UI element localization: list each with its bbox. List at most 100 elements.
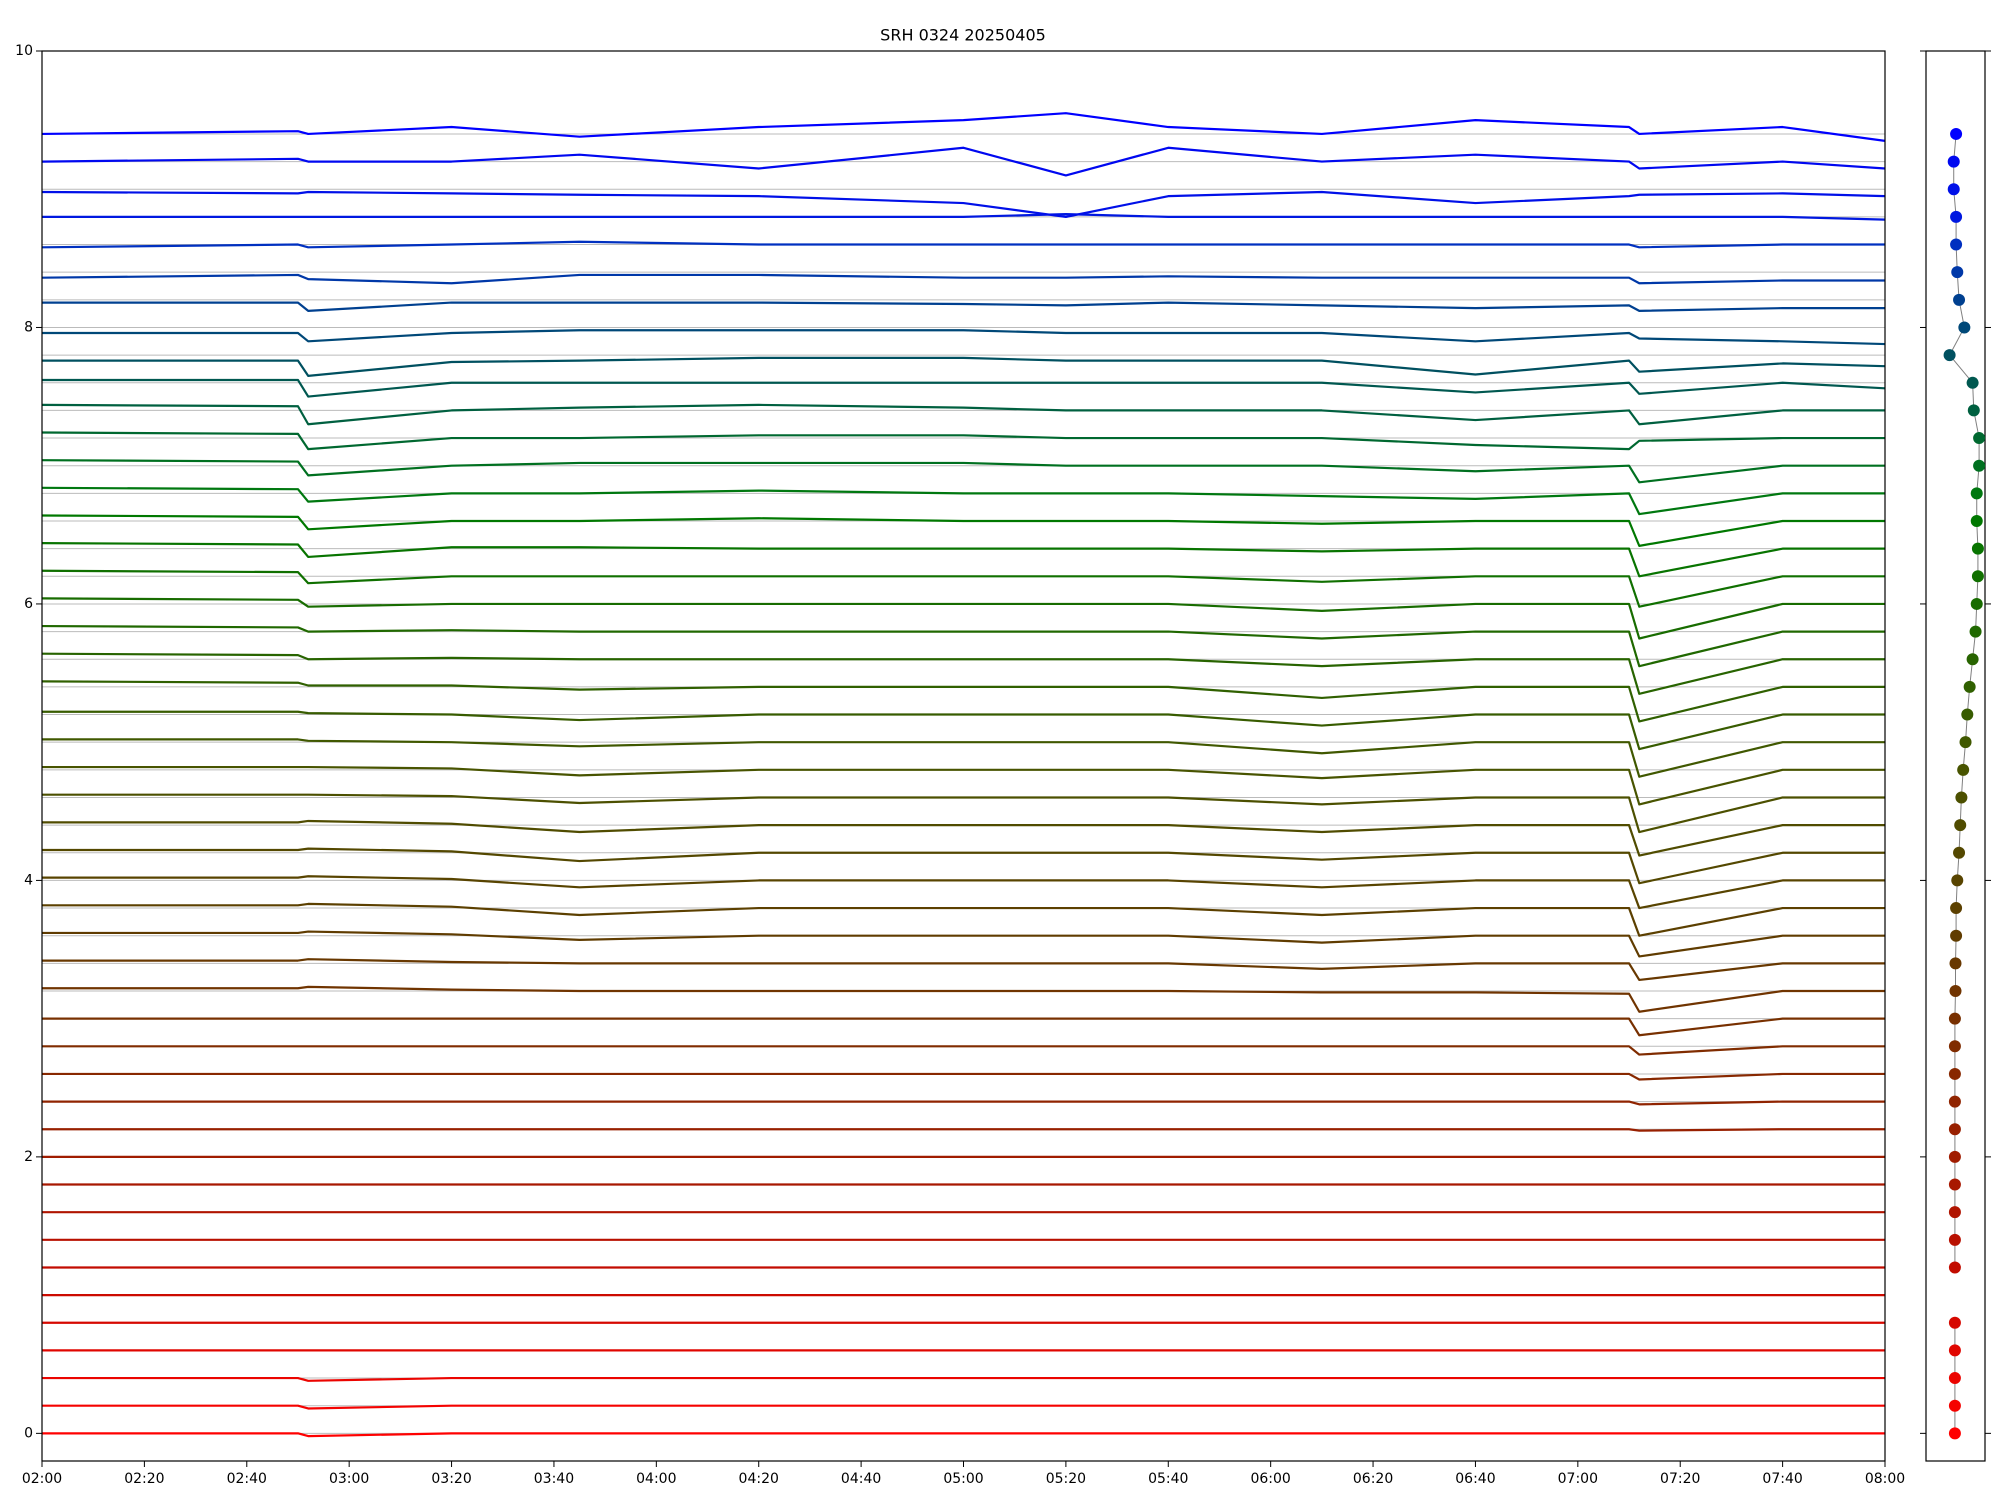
dot (1951, 266, 1964, 279)
x-tick-label: 03:00 (329, 1471, 369, 1487)
trace (41, 542, 1885, 578)
trace (42, 213, 1886, 221)
y-tick-label: 2 (24, 1149, 33, 1165)
trace (41, 486, 1885, 516)
x-tick-label: 05:20 (1046, 1471, 1086, 1487)
dot (1970, 487, 1983, 500)
dot (1955, 791, 1968, 804)
x-tick-label: 05:40 (1148, 1471, 1188, 1487)
trace (42, 1128, 1885, 1132)
dot (1948, 1399, 1961, 1412)
dot (1971, 570, 1984, 583)
dot (1966, 376, 1979, 389)
x-tick-label: 03:40 (534, 1471, 574, 1487)
x-tick-label: 03:20 (431, 1471, 471, 1487)
trace (42, 930, 1885, 958)
dot (1949, 957, 1962, 970)
x-tick-label: 07:00 (1558, 1471, 1598, 1487)
trace (42, 301, 1885, 312)
dot (1949, 985, 1962, 997)
dot (1950, 902, 1963, 915)
dot (1947, 183, 1960, 196)
trace (42, 958, 1885, 982)
trace (41, 273, 1885, 285)
dot (1948, 1316, 1961, 1329)
trace (41, 624, 1885, 668)
trace (41, 190, 1886, 218)
y-tick-label: 6 (24, 596, 33, 612)
dot (1971, 542, 1984, 555)
trace (42, 819, 1885, 857)
trace (42, 1404, 1885, 1410)
trace (41, 403, 1885, 426)
x-tick-label: 08:00 (1865, 1471, 1905, 1487)
x-tick-label: 04:20 (739, 1471, 779, 1487)
dot (1957, 763, 1970, 776)
dot (1973, 459, 1986, 472)
trace (42, 710, 1885, 751)
trace (42, 793, 1885, 834)
dot (1958, 321, 1971, 334)
x-tick-label: 07:40 (1762, 1471, 1802, 1487)
trace (42, 1072, 1885, 1081)
trace (42, 1100, 1885, 1106)
dot (1954, 819, 1967, 832)
trace (42, 847, 1885, 885)
x-tick-label: 02:40 (227, 1471, 267, 1487)
trace (42, 765, 1885, 806)
trace (41, 459, 1885, 484)
dot (1948, 1067, 1961, 1080)
x-tick-label: 06:40 (1455, 1471, 1495, 1487)
dot (1948, 1123, 1961, 1136)
x-tick-label: 04:00 (636, 1471, 676, 1487)
dot (1948, 1040, 1961, 1053)
dot (1951, 874, 1964, 887)
panel-frame (1925, 50, 1986, 1462)
dot (1963, 680, 1976, 693)
dot (1966, 653, 1979, 666)
dot (1973, 432, 1986, 445)
y-tick-label: 0 (24, 1425, 33, 1441)
dot (1953, 846, 1966, 859)
dot (1969, 625, 1982, 638)
dot (1948, 1233, 1961, 1246)
trace (42, 356, 1886, 377)
trace (42, 985, 1885, 1013)
trace (42, 1432, 1885, 1438)
dot (1950, 210, 1963, 223)
y-tick-label: 4 (24, 872, 33, 888)
trace (41, 680, 1885, 723)
trace (41, 569, 1885, 608)
y-tick-label: 8 (24, 319, 33, 335)
x-tick-label: 04:40 (841, 1471, 881, 1487)
dot (1948, 1150, 1961, 1163)
trace (42, 902, 1885, 937)
trace (41, 597, 1885, 640)
trace (41, 514, 1885, 547)
dot (1950, 929, 1963, 942)
x-tick-label: 06:20 (1353, 1471, 1393, 1487)
trace (41, 146, 1886, 177)
x-tick-label: 06:00 (1250, 1471, 1290, 1487)
dot (1950, 238, 1963, 251)
dot (1970, 597, 1983, 610)
x-tick-label: 07:20 (1660, 1471, 1700, 1487)
dot (1948, 1095, 1961, 1108)
x-tick-label: 02:00 (22, 1471, 62, 1487)
trace (41, 652, 1885, 695)
trace (42, 738, 1885, 778)
dot (1948, 1206, 1961, 1219)
dot (1948, 1261, 1961, 1274)
dot (1948, 1344, 1961, 1357)
x-tick-label: 05:00 (943, 1471, 983, 1487)
dot (1961, 708, 1974, 721)
dot (1959, 736, 1972, 749)
dot (1948, 1178, 1961, 1191)
x-tick-label: 02:20 (124, 1471, 164, 1487)
dot (1950, 127, 1963, 140)
trace (41, 112, 1886, 142)
y-tick-label: 10 (15, 43, 33, 59)
